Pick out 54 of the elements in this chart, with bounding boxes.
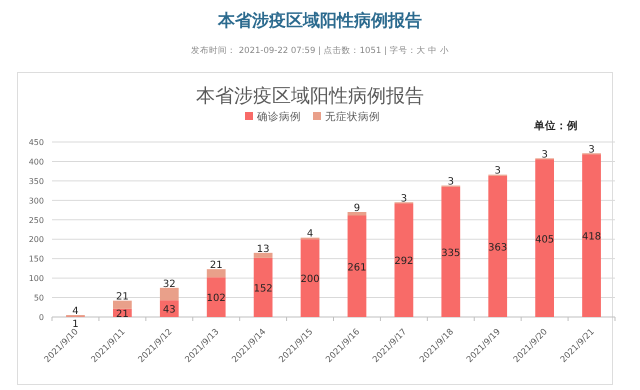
data-label: 21 xyxy=(116,308,129,320)
bar xyxy=(300,239,320,317)
y-tick-label: 200 xyxy=(28,235,44,244)
data-label: 102 xyxy=(206,293,226,304)
data-label: 3 xyxy=(400,193,408,204)
legend-label: 无症状病例 xyxy=(325,110,380,123)
y-tick-label: 0 xyxy=(38,313,44,322)
data-label: 292 xyxy=(394,256,414,268)
data-label: 363 xyxy=(488,242,508,254)
data-label: 3 xyxy=(588,144,595,156)
legend-label: 确诊病例 xyxy=(256,110,301,123)
text: 发布时间： 2021-09-22 07:59 | 点击数：1051 | 字号：大 中 小 xyxy=(191,45,449,56)
data-label: 335 xyxy=(441,248,460,259)
bar xyxy=(160,288,179,300)
data-label: 418 xyxy=(582,232,602,243)
bar xyxy=(582,154,601,317)
bar xyxy=(206,277,226,317)
y-tick-label: 450 xyxy=(28,138,44,147)
data-label: 21 xyxy=(116,292,129,303)
data-label: 200 xyxy=(300,274,320,286)
data-label: 405 xyxy=(535,234,554,246)
data-label: 43 xyxy=(162,304,176,316)
bar xyxy=(112,300,132,309)
data-label: 32 xyxy=(162,278,176,290)
data-label: 4 xyxy=(72,306,79,318)
data-label: 13 xyxy=(256,244,270,255)
y-tick-label: 300 xyxy=(28,196,44,206)
bar xyxy=(206,269,226,278)
bar xyxy=(348,212,366,216)
y-tick-label: 150 xyxy=(28,254,44,264)
text: 本省涉疫区域阳性病例报告 xyxy=(217,11,422,31)
data-label: 152 xyxy=(254,283,273,294)
data-label: 3 xyxy=(448,176,454,188)
data-label: 261 xyxy=(347,262,367,274)
data-label: 21 xyxy=(210,260,223,272)
data-label: 4 xyxy=(306,228,314,240)
bar xyxy=(254,252,273,258)
bar xyxy=(254,258,273,317)
data-label: 3 xyxy=(541,149,548,160)
text: 单位：例 xyxy=(533,119,578,132)
y-tick-label: 250 xyxy=(28,216,44,225)
data-label: 1 xyxy=(72,319,79,330)
y-tick-label: 100 xyxy=(28,274,44,284)
bar xyxy=(441,186,460,317)
y-tick-label: 350 xyxy=(28,176,44,186)
bar xyxy=(348,216,366,317)
chart-title: 本省涉疫区域阳性病例报告 xyxy=(196,85,424,107)
bar xyxy=(394,203,414,317)
bar xyxy=(535,160,554,317)
data-label: 3 xyxy=(494,166,501,177)
data-label: 9 xyxy=(354,203,360,214)
y-tick-label: 50 xyxy=(34,294,44,303)
bar xyxy=(488,176,508,317)
y-tick-label: 400 xyxy=(28,157,44,166)
